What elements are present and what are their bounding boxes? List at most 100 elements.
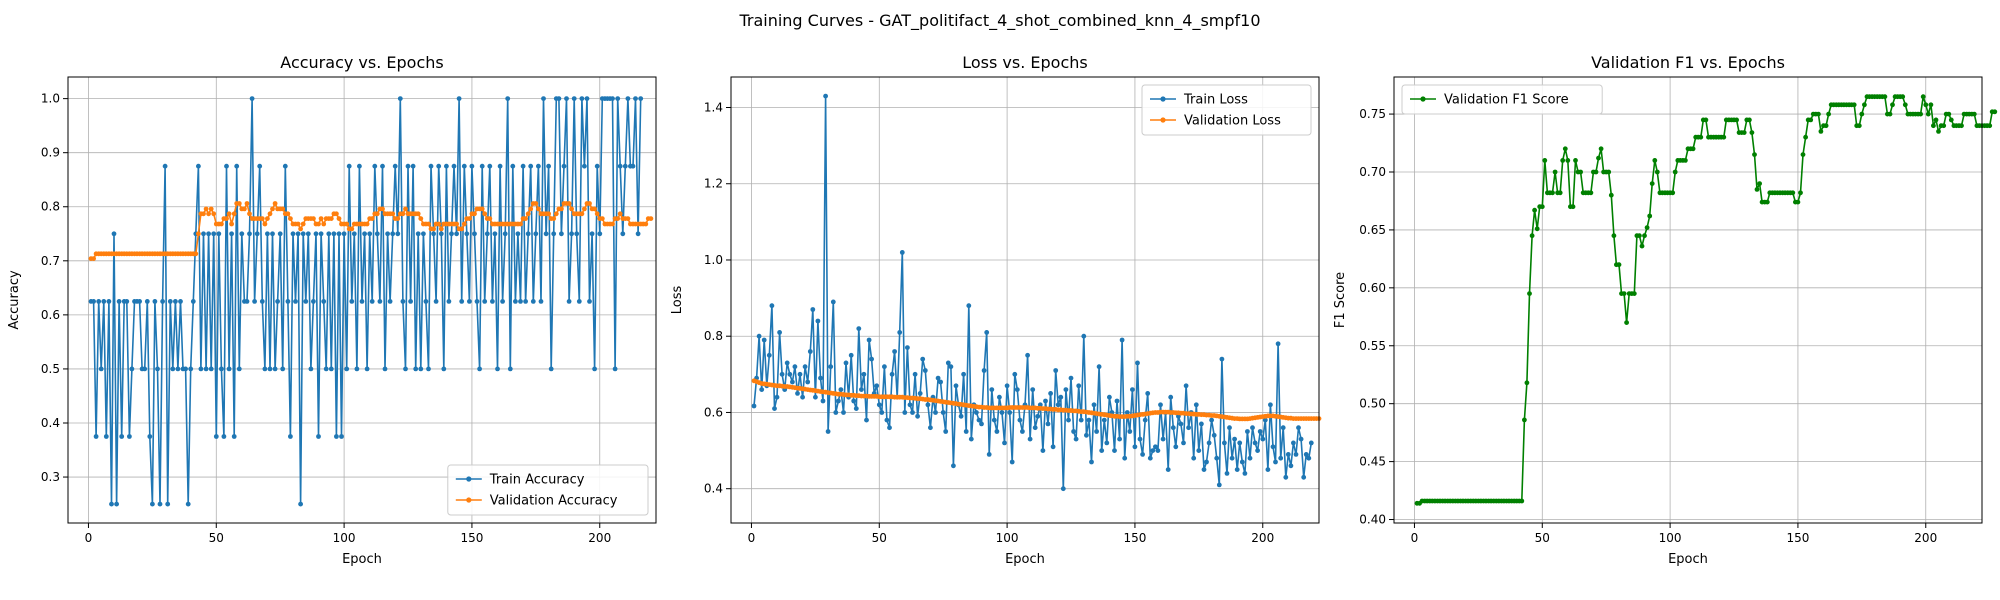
- data-point: [643, 221, 649, 227]
- data-point: [449, 231, 454, 237]
- data-point: [625, 96, 631, 101]
- data-point: [318, 216, 324, 222]
- data-point: [1734, 117, 1739, 123]
- data-point: [1173, 444, 1179, 450]
- data-point: [224, 163, 229, 169]
- data-point: [825, 429, 831, 434]
- data-point: [372, 163, 378, 169]
- data-point: [915, 413, 920, 419]
- data-point: [818, 375, 823, 381]
- data-point: [213, 434, 219, 439]
- data-point: [1616, 262, 1622, 268]
- data-point: [1153, 444, 1158, 450]
- data-point: [1532, 207, 1537, 213]
- data-point: [830, 299, 836, 305]
- data-point: [1698, 134, 1704, 140]
- data-point: [1048, 391, 1053, 396]
- data-point: [469, 163, 475, 169]
- data-point: [295, 221, 301, 227]
- data-point: [1527, 291, 1532, 296]
- x-tick-label: 100: [333, 531, 356, 545]
- data-point: [211, 231, 217, 237]
- axes-frame: [1393, 76, 1983, 524]
- data-point: [625, 216, 631, 222]
- data-point: [884, 417, 890, 423]
- data-point: [267, 211, 273, 217]
- data-point: [1539, 204, 1545, 210]
- data-point: [346, 163, 352, 169]
- data-point: [1270, 444, 1276, 450]
- data-point: [594, 211, 600, 217]
- data-point: [116, 299, 122, 304]
- data-point: [635, 231, 641, 237]
- data-point: [899, 250, 905, 255]
- data-point: [111, 231, 117, 237]
- data-point: [1959, 123, 1964, 129]
- data-point: [579, 211, 585, 217]
- data-point: [239, 231, 245, 237]
- data-point: [1550, 190, 1555, 196]
- x-tick-label: 50: [872, 531, 887, 545]
- data-point: [259, 299, 265, 304]
- data-point: [807, 349, 813, 354]
- data-point: [157, 501, 163, 507]
- data-point: [792, 364, 798, 370]
- data-point: [1165, 467, 1171, 472]
- data-point: [1091, 402, 1097, 408]
- data-point: [1631, 291, 1637, 296]
- data-point: [805, 379, 811, 385]
- data-point: [1216, 482, 1222, 488]
- data-point: [766, 352, 772, 358]
- data-point: [589, 231, 595, 237]
- data-point: [1201, 467, 1207, 472]
- data-point: [1007, 410, 1013, 415]
- data-point: [1043, 398, 1048, 404]
- data-point: [1823, 123, 1829, 129]
- data-point: [800, 394, 805, 400]
- data-point: [1066, 417, 1071, 423]
- data-point: [1099, 448, 1105, 453]
- data-point: [390, 211, 396, 217]
- data-point: [1721, 134, 1727, 140]
- data-point: [1826, 111, 1831, 117]
- data-point: [219, 366, 224, 372]
- data-point: [1004, 383, 1010, 389]
- data-point: [1621, 291, 1627, 296]
- data-point: [1971, 111, 1977, 117]
- y-tick-label: 0.6: [704, 405, 723, 419]
- data-point: [351, 231, 357, 237]
- data-point: [838, 387, 844, 392]
- data-point: [566, 299, 572, 304]
- data-point: [357, 163, 362, 169]
- data-point: [418, 216, 424, 222]
- data-point: [1764, 199, 1770, 205]
- data-point: [922, 368, 928, 373]
- data-point: [869, 356, 874, 362]
- data-point: [438, 226, 444, 232]
- data-point: [882, 364, 887, 370]
- data-point: [1027, 436, 1033, 442]
- data-point: [1186, 425, 1191, 431]
- data-point: [323, 366, 329, 372]
- data-point: [836, 398, 841, 404]
- data-point: [341, 231, 347, 237]
- data-point: [1808, 117, 1814, 123]
- y-tick-label: 0.45: [1359, 455, 1386, 469]
- data-point: [1798, 190, 1803, 196]
- data-point: [615, 96, 621, 101]
- data-point: [183, 366, 189, 372]
- data-point: [925, 402, 931, 408]
- data-point: [756, 333, 762, 339]
- data-point: [820, 398, 826, 404]
- data-point: [231, 211, 237, 217]
- data-point: [1252, 440, 1258, 446]
- data-point: [848, 352, 854, 358]
- data-point: [1196, 448, 1202, 453]
- data-point: [369, 216, 375, 222]
- data-point: [610, 96, 615, 101]
- data-point: [231, 434, 237, 439]
- data-point: [400, 299, 406, 304]
- data-point: [461, 221, 467, 227]
- data-point: [1565, 158, 1571, 163]
- data-point: [221, 434, 227, 439]
